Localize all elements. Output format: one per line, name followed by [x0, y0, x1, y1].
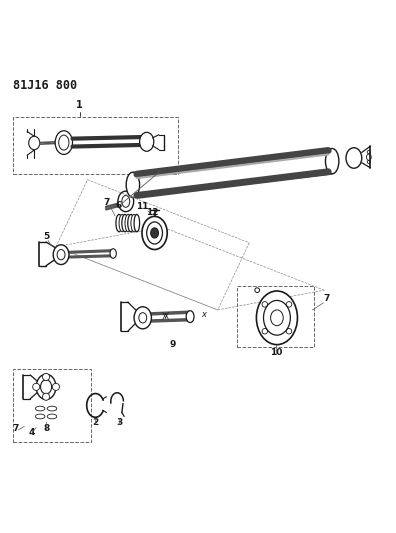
Ellipse shape	[35, 406, 45, 411]
Ellipse shape	[147, 222, 162, 244]
Text: 4: 4	[28, 428, 35, 437]
Bar	[238, 286, 314, 348]
Text: 81J16 800: 81J16 800	[13, 79, 77, 92]
Ellipse shape	[122, 214, 128, 232]
Text: 1: 1	[76, 100, 83, 110]
Ellipse shape	[52, 383, 59, 390]
Ellipse shape	[42, 374, 50, 381]
Ellipse shape	[53, 245, 69, 264]
Ellipse shape	[118, 191, 134, 212]
Ellipse shape	[122, 196, 130, 207]
Text: 9: 9	[170, 341, 176, 350]
Text: 12: 12	[146, 208, 158, 217]
Text: 3: 3	[116, 418, 122, 427]
Ellipse shape	[119, 214, 126, 232]
Ellipse shape	[346, 148, 362, 168]
Ellipse shape	[256, 291, 297, 345]
Text: 11: 11	[137, 203, 149, 211]
Text: 5: 5	[43, 232, 49, 241]
Ellipse shape	[140, 132, 154, 151]
Text: 10: 10	[270, 348, 282, 357]
Ellipse shape	[186, 311, 194, 322]
Ellipse shape	[139, 313, 147, 323]
Bar	[13, 117, 178, 174]
Ellipse shape	[57, 249, 65, 260]
Ellipse shape	[35, 414, 45, 419]
Ellipse shape	[126, 172, 140, 197]
Ellipse shape	[47, 414, 57, 419]
Ellipse shape	[55, 131, 72, 155]
Ellipse shape	[134, 307, 151, 329]
Ellipse shape	[128, 214, 134, 232]
Ellipse shape	[125, 214, 131, 232]
Ellipse shape	[29, 136, 40, 150]
Ellipse shape	[150, 228, 158, 238]
Ellipse shape	[134, 214, 140, 232]
Ellipse shape	[326, 149, 339, 174]
Ellipse shape	[116, 214, 122, 232]
Ellipse shape	[131, 214, 137, 232]
Text: 2: 2	[92, 418, 99, 427]
Ellipse shape	[36, 374, 56, 400]
Ellipse shape	[59, 135, 69, 150]
Text: 7: 7	[323, 294, 329, 303]
Ellipse shape	[263, 301, 290, 335]
Text: 7: 7	[103, 198, 110, 207]
Ellipse shape	[47, 406, 57, 411]
Ellipse shape	[32, 383, 40, 390]
Ellipse shape	[110, 249, 116, 258]
Bar	[13, 369, 91, 442]
Text: 8: 8	[43, 424, 50, 433]
Ellipse shape	[142, 216, 167, 249]
Ellipse shape	[40, 379, 51, 394]
Ellipse shape	[42, 393, 50, 400]
Text: 6: 6	[116, 201, 122, 211]
Text: 7: 7	[13, 424, 19, 433]
Text: x: x	[202, 310, 206, 319]
Ellipse shape	[270, 310, 283, 326]
